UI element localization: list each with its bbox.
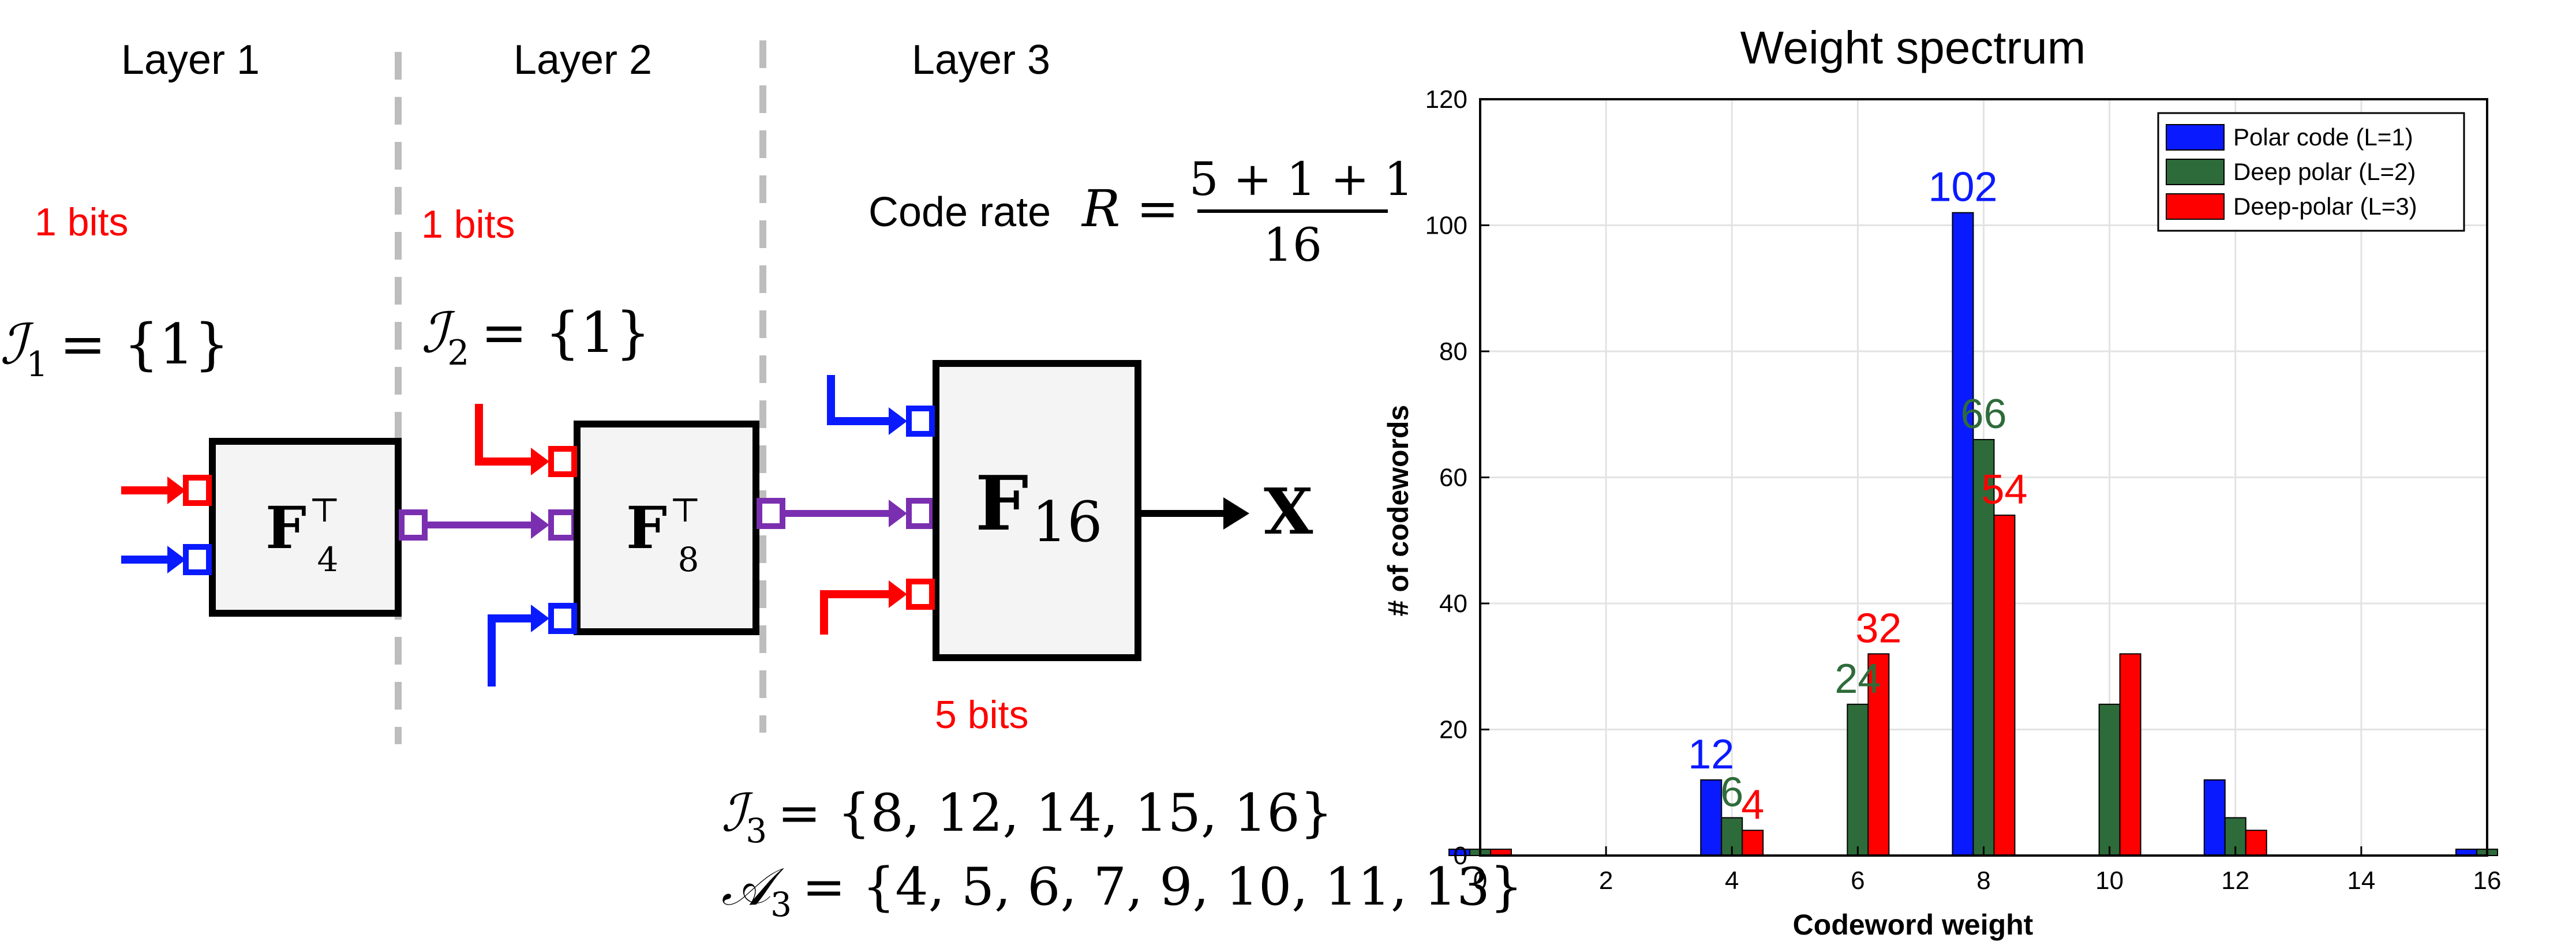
block-f4-base: F — [265, 494, 306, 562]
x-tick-label: 12 — [2221, 867, 2249, 895]
bar-3-w4 — [1742, 830, 1764, 857]
set-i3-values: = {8, 12, 14, 15, 16} — [777, 783, 1333, 843]
bar-2-w6 — [1847, 703, 1869, 857]
f4-to-f8-link — [399, 509, 577, 541]
x-tick-label: 8 — [1976, 867, 1990, 895]
legend-entry: Deep polar (L=2) — [2233, 158, 2416, 185]
set-a3-subscript: 3 — [770, 885, 792, 924]
layer-2-title: Layer 2 — [514, 37, 652, 83]
x-tick-label: 0 — [1473, 867, 1487, 895]
y-tick-label: 20 — [1439, 716, 1467, 744]
layer-1-title: Layer 1 — [121, 37, 260, 83]
x-tick-label: 10 — [2095, 867, 2124, 895]
x-tick-label: 2 — [1599, 867, 1613, 895]
chart-y-axis-label: # of codewords — [1382, 405, 1414, 617]
y-tick-label: 60 — [1439, 464, 1467, 492]
legend-swatch — [2166, 159, 2225, 185]
bar-3-w10 — [2119, 653, 2141, 857]
set-i1: ℐ1 = {1} — [0, 312, 229, 385]
set-i3: ℐ3 = {8, 12, 14, 15, 16} — [721, 783, 1333, 850]
code-rate-symbol: R = — [1081, 179, 1179, 238]
block-f8-sup: ⊤ — [669, 490, 701, 530]
set-i2-values: = {1} — [481, 301, 650, 365]
code-rate-denominator: 16 — [1263, 218, 1322, 272]
f8-to-f16-link — [757, 498, 935, 529]
weight-spectrum-chart: Weight spectrum 0 2 4 6 8 10 12 14 1602040608010… — [1382, 22, 2501, 941]
bar-3-w6 — [1867, 653, 1890, 857]
block-f4 — [209, 438, 402, 617]
set-i1-subscript: 1 — [26, 344, 48, 385]
layer-3-bits: 5 bits — [935, 693, 1029, 737]
f4-input-blue — [121, 544, 212, 575]
bar-3-w8 — [1993, 515, 2016, 856]
f8-input-blue — [488, 603, 577, 687]
block-f4-sub: 4 — [317, 540, 339, 579]
layer-3-title: Layer 3 — [912, 37, 1050, 83]
block-f8-base: F — [626, 494, 667, 562]
block-f8 — [574, 421, 759, 635]
f8-input-red — [475, 404, 577, 477]
x-tick-label: 4 — [1725, 867, 1739, 895]
bar-2-w10 — [2098, 703, 2121, 857]
legend-entry: Polar code (L=1) — [2233, 123, 2413, 151]
set-i2: ℐ2 = {1} — [421, 301, 650, 373]
layer-2-bits: 1 bits — [421, 202, 515, 246]
layer-1-bits: 1 bits — [35, 200, 129, 244]
chart-bars — [1448, 212, 2498, 857]
encoder-diagram: Layer 1 Layer 2 Layer 3 1 bits 1 bits 5 … — [0, 37, 1523, 924]
block-f16-base: F — [975, 459, 1028, 547]
bar-annotation: 24 — [1834, 656, 1881, 702]
y-tick-label: 80 — [1439, 337, 1467, 366]
block-f4-sup: ⊤ — [309, 490, 340, 530]
f4-input-red — [121, 475, 212, 506]
x-tick-label: 14 — [2347, 867, 2375, 895]
set-a3-values: = {4, 5, 6, 7, 9, 10, 11, 13} — [802, 857, 1523, 917]
block-f8-sub: 8 — [678, 540, 699, 579]
f16-input-blue — [827, 375, 935, 437]
bar-1-w4 — [1700, 779, 1723, 857]
bar-annotation: 12 — [1688, 732, 1734, 778]
block-f16-label: F16 — [975, 459, 1102, 554]
bar-1-w12 — [2203, 779, 2226, 857]
chart-legend: Polar code (L=1) Deep polar (L=2) Deep-pol… — [2157, 112, 2465, 232]
block-f4-label: F⊤ 4 — [265, 490, 340, 579]
output-label: X — [1264, 474, 1313, 549]
bar-annotation: 54 — [1981, 467, 2027, 513]
bar-3-w12 — [2245, 830, 2267, 857]
legend-swatch — [2166, 124, 2225, 151]
block-f16 — [933, 360, 1141, 661]
y-tick-label: 100 — [1425, 212, 1467, 240]
set-a3: 𝒜3 = {4, 5, 6, 7, 9, 10, 11, 13} — [721, 857, 1523, 924]
bar-1-w8 — [1952, 212, 1974, 856]
bar-annotation: 102 — [1928, 164, 1997, 211]
f16-input-red — [820, 579, 935, 635]
legend-swatch — [2166, 193, 2225, 220]
x-tick-label: 6 — [1851, 867, 1864, 895]
output-arrow — [1141, 497, 1249, 530]
chart-x-axis-label: Codeword weight — [1793, 909, 2034, 941]
block-f16-sub: 16 — [1032, 490, 1102, 554]
code-rate-label: Code rate — [868, 189, 1051, 235]
set-i1-values: = {1} — [59, 312, 229, 377]
set-i2-subscript: 2 — [447, 333, 469, 373]
bar-annotation: 32 — [1855, 605, 1901, 651]
chart-title: Weight spectrum — [1740, 22, 2086, 73]
bar-annotation: 66 — [1960, 391, 2006, 437]
bar-annotation: 4 — [1741, 782, 1764, 828]
set-i3-subscript: 3 — [746, 811, 767, 850]
code-rate-numerator: 5 + 1 + 1 — [1189, 152, 1413, 206]
y-tick-label: 40 — [1439, 590, 1467, 618]
y-tick-label: 0 — [1454, 842, 1467, 870]
legend-entry: Deep-polar (L=3) — [2233, 193, 2417, 220]
bar-annotation: 6 — [1720, 769, 1743, 815]
block-f8-label: F⊤ 8 — [626, 490, 701, 579]
y-tick-label: 120 — [1425, 85, 1467, 114]
x-tick-label: 16 — [2473, 867, 2502, 895]
